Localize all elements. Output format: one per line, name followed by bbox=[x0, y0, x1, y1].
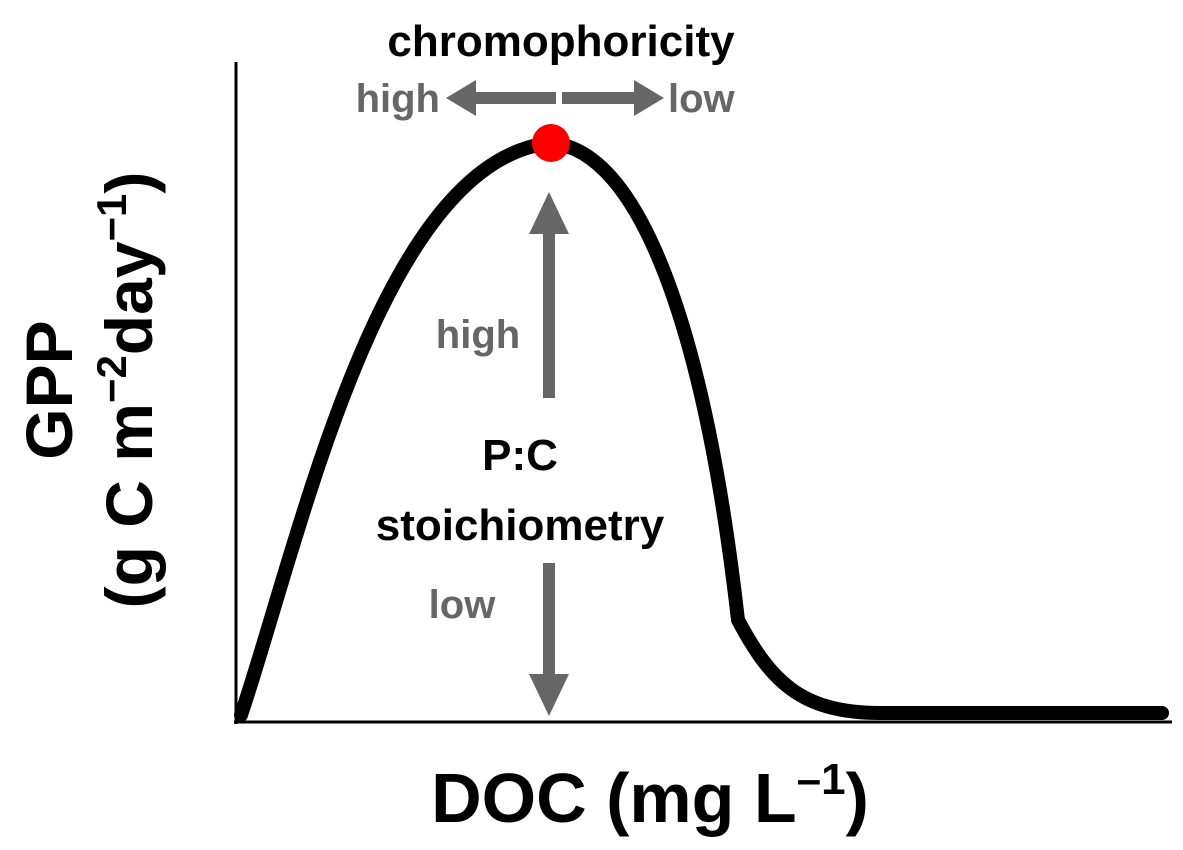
y-axis-title-line2-prefix: (g C m bbox=[92, 403, 166, 608]
y-axis-title-line2: (g C m−2day−1) bbox=[88, 172, 166, 609]
chromophoricity-low-label: low bbox=[668, 77, 736, 121]
chromophoricity-title: chromophoricity bbox=[387, 17, 735, 66]
y-axis-title-line2-mid: day bbox=[92, 241, 166, 355]
chromo-right-arrowhead bbox=[634, 80, 664, 116]
y-axis-title-line2-sup2: −1 bbox=[88, 194, 135, 242]
y-axis-title: GPP (g C m−2day−1) bbox=[12, 172, 166, 609]
stoichiometry-low-label: low bbox=[429, 583, 497, 627]
x-axis-title: DOC (mg L–1) bbox=[431, 755, 869, 837]
x-axis-title-prefix: DOC (mg L bbox=[431, 759, 797, 837]
chromophoricity-high-label: high bbox=[356, 77, 440, 121]
stoichiometry-arrows bbox=[529, 192, 569, 716]
peak-marker bbox=[532, 124, 570, 162]
y-axis-title-line1: GPP bbox=[12, 320, 86, 459]
stoichiometry-high-label: high bbox=[436, 313, 520, 357]
chromo-left-arrowhead bbox=[446, 80, 476, 116]
x-axis-title-superscript: –1 bbox=[797, 755, 846, 804]
stoichiometry-title-line2: stoichiometry bbox=[376, 501, 665, 550]
x-axis-title-suffix: ) bbox=[846, 759, 869, 837]
stoichiometry-title-line1: P:C bbox=[482, 431, 558, 480]
gpp-curve bbox=[234, 136, 1169, 722]
chromophoricity-arrows bbox=[446, 80, 664, 116]
y-axis-title-line2-sup1: −2 bbox=[88, 355, 135, 403]
stoich-up-arrowhead bbox=[529, 192, 569, 234]
y-axis-title-line2-suffix: ) bbox=[92, 172, 166, 194]
stoich-down-arrowhead bbox=[529, 674, 569, 716]
